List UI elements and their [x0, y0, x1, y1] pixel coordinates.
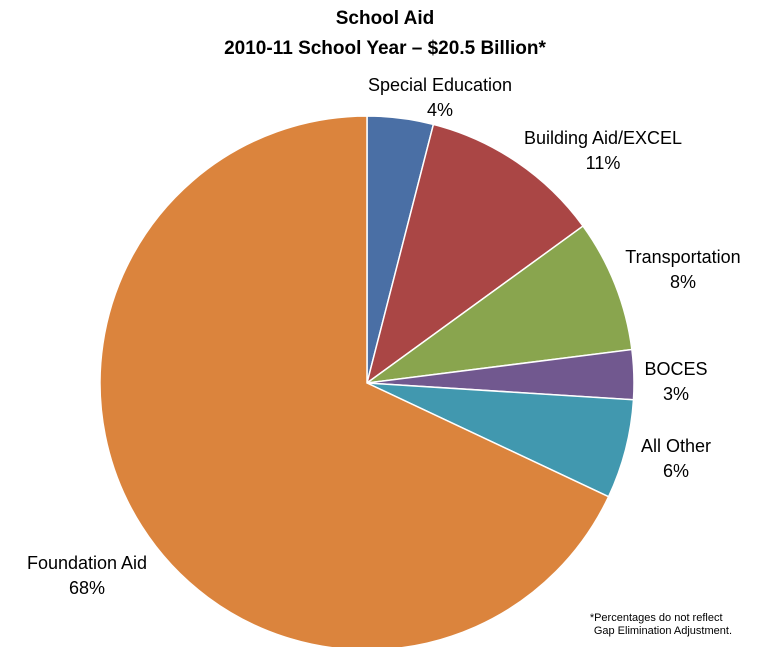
pie-slice-building-aid-excel — [365, 123, 585, 385]
label-building-aid-name: Building Aid/EXCEL — [523, 128, 683, 148]
label-building-aid-pct: 11% — [585, 153, 621, 173]
chart-title: School Aid — [335, 8, 435, 29]
footnote-line-1: *Percentages do not reflect — [589, 612, 723, 624]
label-all-other-pct: 6% — [662, 461, 689, 481]
label-foundation-aid-name: Foundation Aid — [26, 553, 148, 573]
label-building-aid: Building Aid/EXCEL 11% — [524, 126, 682, 176]
label-transportation-pct: 8% — [669, 272, 696, 292]
label-boces-pct: 3% — [662, 384, 689, 404]
footnote: *Percentages do not reflect Gap Eliminat… — [590, 612, 732, 638]
label-special-education-name: Special Education — [367, 75, 513, 95]
label-boces: BOCES 3% — [644, 357, 707, 407]
label-boces-name: BOCES — [644, 359, 708, 379]
label-transportation: Transportation 8% — [625, 245, 740, 295]
label-special-education: Special Education 4% — [368, 73, 512, 123]
label-special-education-pct: 4% — [426, 100, 454, 120]
label-all-other: All Other 6% — [641, 434, 711, 484]
pie-slice-transportation — [366, 225, 633, 384]
label-foundation-aid-pct: 68% — [68, 578, 106, 598]
label-transportation-name: Transportation — [625, 247, 741, 267]
footnote-line-2: Gap Elimination Adjustment. — [593, 625, 732, 637]
chart-subtitle: 2010-11 School Year – $20.5 Billion* — [224, 38, 546, 59]
label-foundation-aid: Foundation Aid 68% — [27, 551, 147, 601]
label-all-other-name: All Other — [640, 436, 712, 456]
pie-slice-foundation-aid — [99, 115, 610, 647]
